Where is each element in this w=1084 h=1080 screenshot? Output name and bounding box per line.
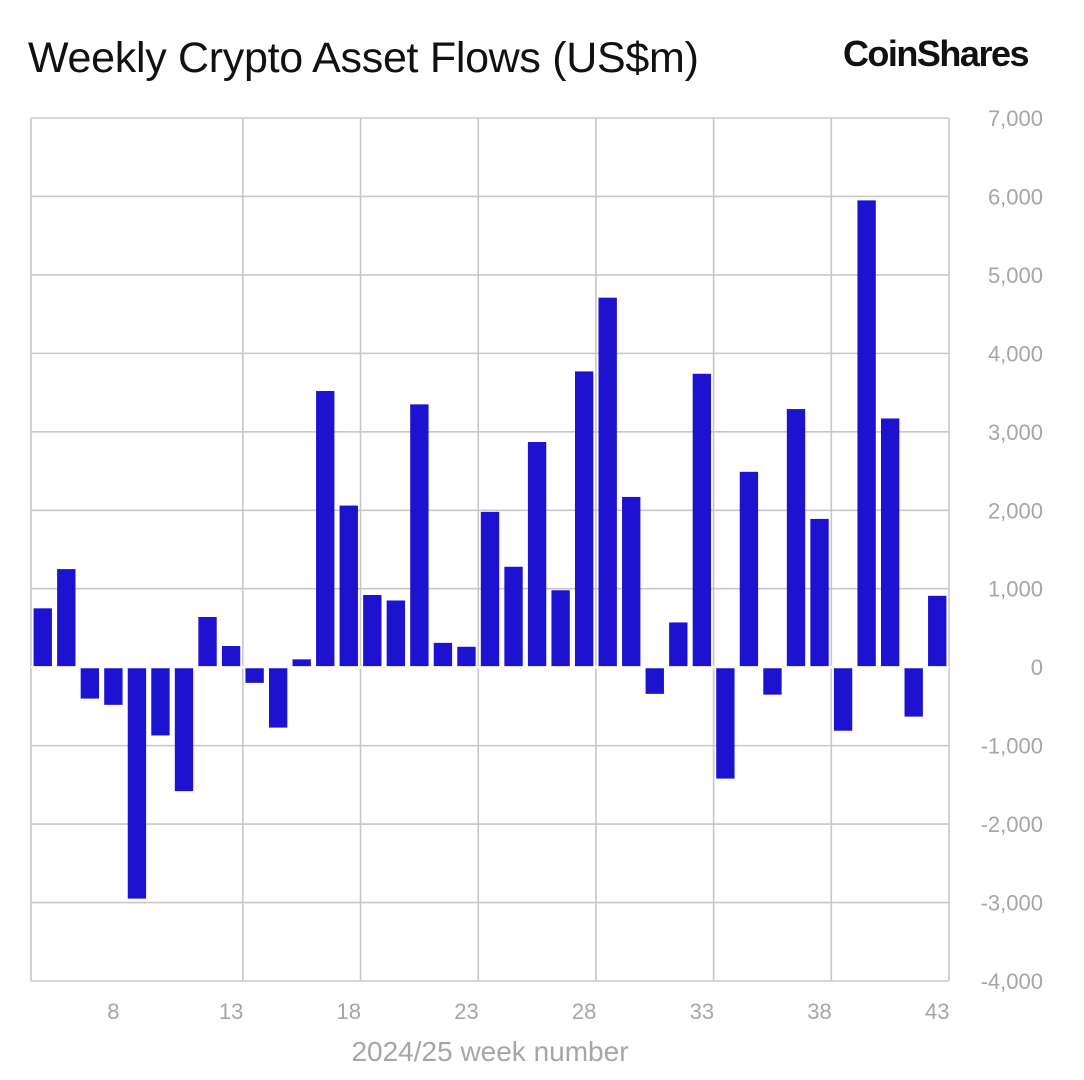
y-tick-label: 0	[1031, 655, 1043, 680]
bar-week-42	[904, 667, 923, 717]
bar-week-19	[363, 595, 382, 668]
x-axis-label: 2024/25 week number	[351, 1036, 629, 1067]
y-tick-label: -4,000	[981, 969, 1043, 994]
x-tick-layer: 8 13 18 23 28 33 38 43	[107, 999, 949, 1024]
bar-week-27	[551, 590, 570, 668]
bar-week-22	[433, 642, 453, 668]
bar-week-12	[198, 616, 217, 668]
bar-layer	[33, 200, 947, 899]
y-tick-label: 4,000	[988, 341, 1043, 366]
brand-logo: CoinShares	[842, 33, 1030, 74]
bar-week-25	[504, 566, 523, 668]
x-tick-label: 8	[107, 999, 119, 1024]
bar-week-32	[669, 622, 688, 668]
y-tick-label: 2,000	[988, 498, 1043, 523]
x-tick-label: 38	[807, 999, 831, 1024]
bar-week-38	[810, 518, 829, 668]
bar-week-35	[739, 471, 759, 668]
bar-week-34	[716, 667, 735, 779]
y-tick-label: 1,000	[988, 577, 1043, 602]
y-tick-label: 5,000	[988, 263, 1043, 288]
bar-week-6	[57, 569, 76, 668]
bar-week-5	[33, 608, 52, 668]
x-tick-label: 13	[219, 999, 243, 1024]
bar-week-26	[527, 442, 547, 668]
bar-week-20	[386, 600, 406, 668]
y-tick-label: -2,000	[981, 812, 1043, 837]
bar-week-7	[80, 667, 100, 699]
y-tick-label: 3,000	[988, 420, 1043, 445]
bar-week-16	[292, 659, 311, 668]
y-tick-layer: 7,000 6,000 5,000 4,000 3,000 2,000 1,000 0 -1,0…	[981, 106, 1043, 994]
bar-week-8	[104, 667, 123, 705]
bar-week-13	[221, 645, 241, 668]
y-tick-label: 7,000	[988, 106, 1043, 131]
bar-week-36	[763, 667, 782, 695]
bar-week-23	[457, 646, 476, 668]
bar-week-39	[833, 667, 853, 731]
bar-week-31	[645, 667, 664, 694]
x-tick-label: 18	[337, 999, 361, 1024]
y-tick-label: 6,000	[988, 184, 1043, 209]
bar-week-17	[316, 391, 335, 668]
y-tick-label: -3,000	[981, 891, 1043, 916]
bar-week-18	[339, 505, 358, 668]
bar-week-14	[245, 667, 264, 683]
x-tick-label: 23	[454, 999, 478, 1024]
x-tick-label: 33	[690, 999, 714, 1024]
bar-week-33	[692, 373, 712, 668]
bar-week-10	[151, 667, 170, 736]
bar-week-37	[786, 409, 806, 668]
x-tick-label: 43	[925, 999, 949, 1024]
chart-title: Weekly Crypto Asset Flows (US$m)	[28, 34, 699, 82]
x-tick-label: 28	[572, 999, 596, 1024]
bar-week-30	[622, 496, 641, 668]
bar-week-15	[268, 667, 288, 728]
bar-week-21	[410, 404, 429, 668]
bar-week-11	[174, 667, 194, 792]
bar-week-29	[598, 297, 617, 668]
bar-week-24	[480, 511, 500, 668]
bar-week-41	[880, 418, 900, 668]
bar-week-43	[928, 595, 947, 668]
bar-week-40	[857, 200, 876, 668]
bar-week-9	[127, 667, 147, 899]
y-tick-label: -1,000	[981, 734, 1043, 759]
bar-week-28	[574, 371, 594, 668]
